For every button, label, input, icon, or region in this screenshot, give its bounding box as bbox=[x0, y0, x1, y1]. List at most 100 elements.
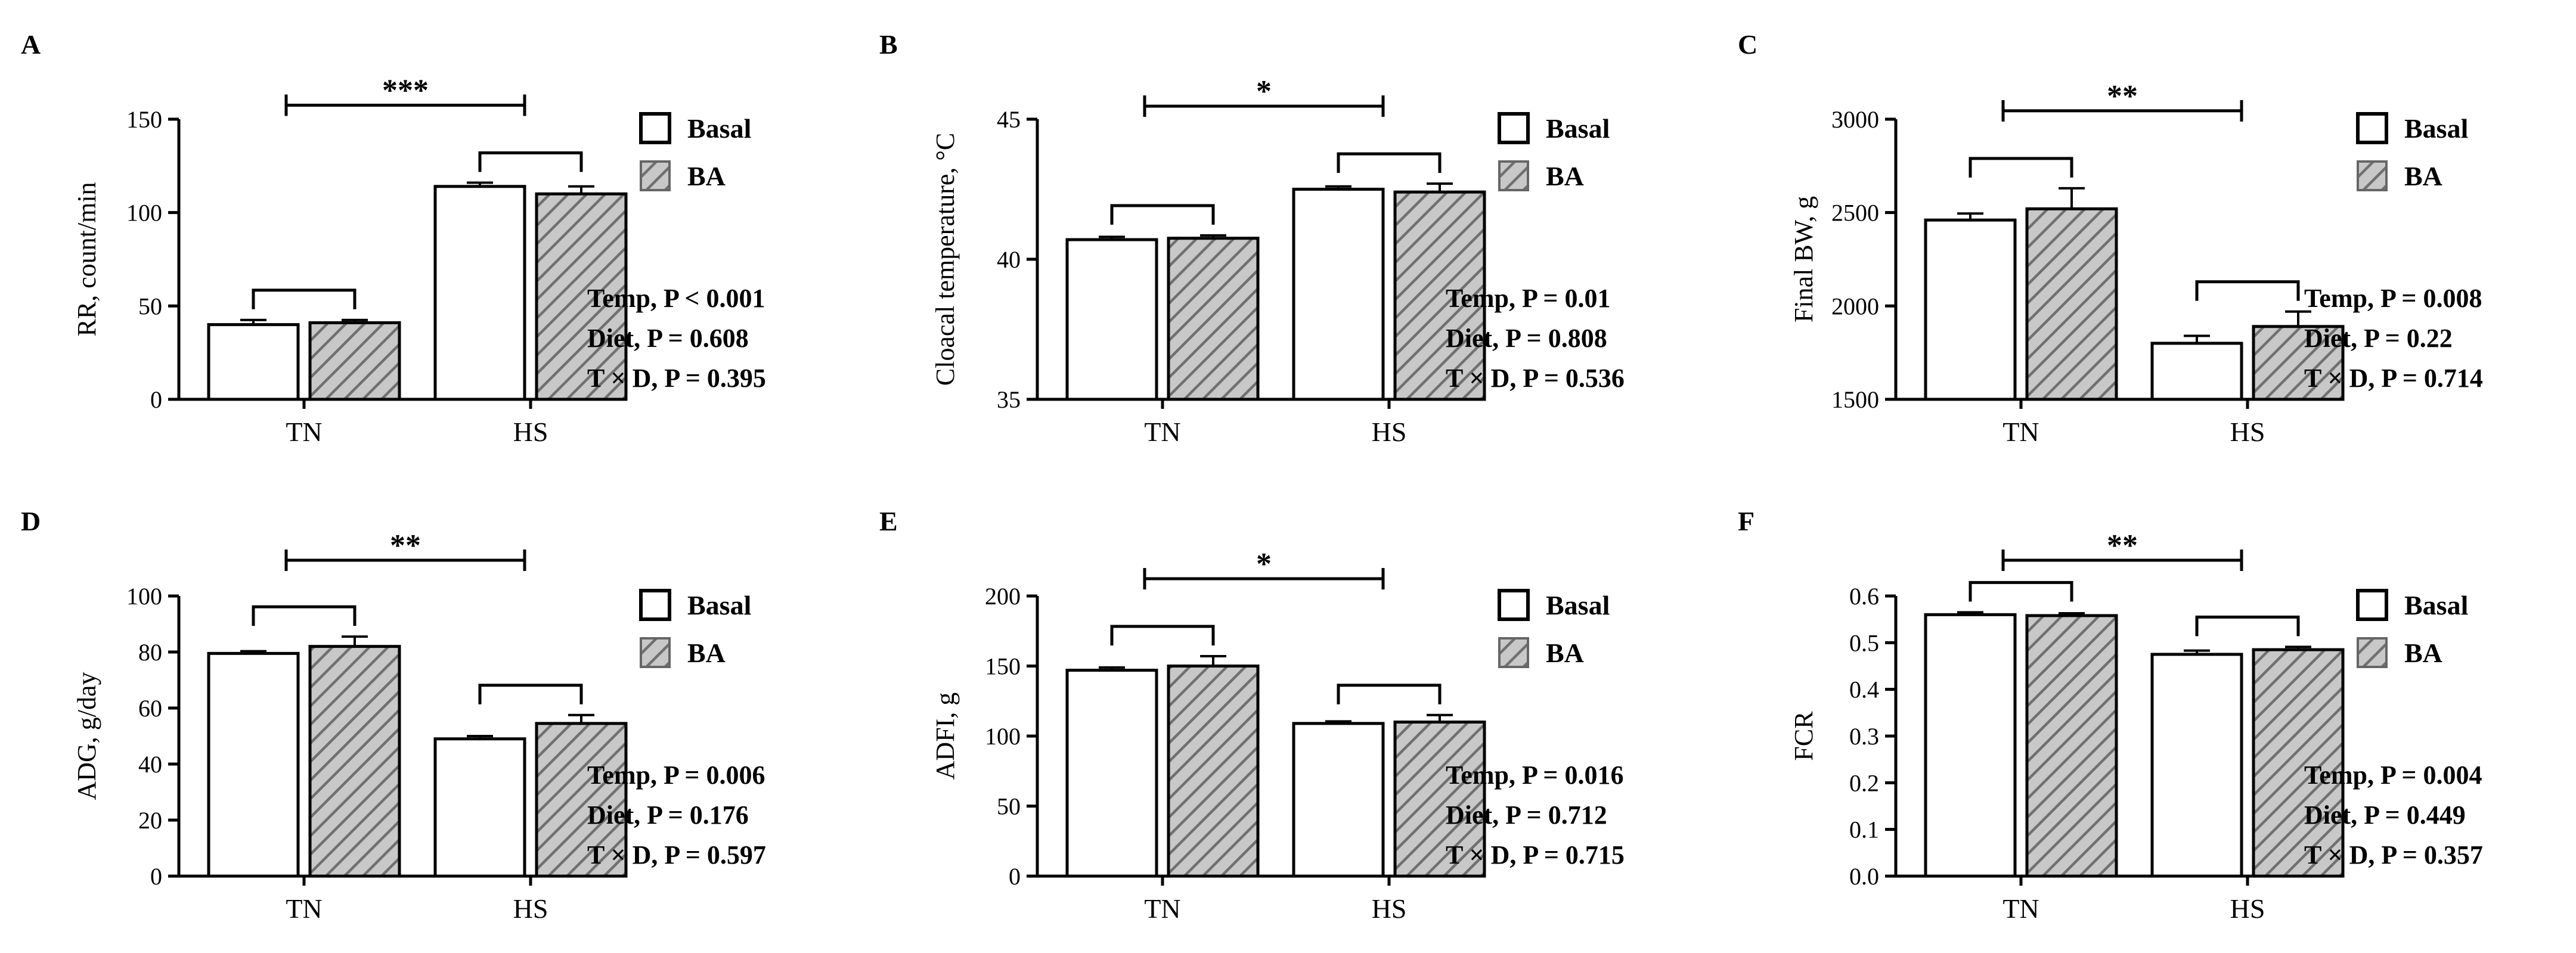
bar-tn-basal bbox=[1924, 613, 2017, 878]
legend-label-basal: Basal bbox=[687, 590, 751, 620]
panel-letter: B bbox=[879, 29, 898, 60]
bar-hs-basal bbox=[2150, 342, 2243, 401]
stat-line: Diet, P = 0.608 bbox=[587, 324, 749, 353]
panel-a: A 0 50 100 150 RR, count/min TN HS *** Basal BA Tem… bbox=[21, 29, 766, 447]
stat-line: T × D, P = 0.395 bbox=[587, 364, 766, 393]
y-axis-label: RR, count/min bbox=[72, 182, 101, 336]
stat-line: Diet, P = 0.712 bbox=[1446, 800, 1607, 830]
bar-hs-ba bbox=[535, 722, 628, 878]
diet-bracket bbox=[2195, 280, 2300, 301]
bar-hs-ba bbox=[535, 192, 628, 401]
bar-tn-ba bbox=[308, 645, 401, 878]
y-tick-label: 0.4 bbox=[1849, 676, 1879, 703]
legend-swatch-basal bbox=[639, 589, 671, 621]
y-axis-label: Final BW, g bbox=[1789, 196, 1818, 322]
y-axis-label: FCR bbox=[1789, 711, 1818, 761]
y-tick-label: 80 bbox=[138, 639, 162, 666]
y-tick-label: 45 bbox=[997, 106, 1021, 133]
y-tick-label: 100 bbox=[126, 583, 162, 610]
y-axis-label: ADFI, g bbox=[931, 693, 960, 780]
bar-hs-basal bbox=[1292, 722, 1385, 878]
bar-tn-ba bbox=[1167, 237, 1260, 401]
y-tick-label: 2000 bbox=[1831, 293, 1879, 319]
legend-label-basal: Basal bbox=[1546, 113, 1610, 144]
legend-label-ba: BA bbox=[2404, 638, 2442, 668]
legend-label-ba: BA bbox=[1546, 638, 1584, 668]
significance-stars: * bbox=[1256, 547, 1272, 581]
bar-hs-basal bbox=[2150, 653, 2243, 878]
diet-bracket bbox=[1110, 625, 1215, 646]
diet-bracket bbox=[1337, 684, 1442, 704]
y-tick-label: 0 bbox=[150, 386, 162, 413]
bar-tn-basal bbox=[1924, 218, 2017, 401]
y-tick-label: 0.2 bbox=[1849, 769, 1879, 796]
stat-line: Temp, P = 0.008 bbox=[2304, 284, 2482, 313]
stat-line: T × D, P = 0.357 bbox=[2304, 840, 2483, 870]
stat-line: Diet, P = 0.176 bbox=[587, 800, 749, 830]
legend-swatch-ba bbox=[640, 637, 671, 668]
stat-line: Diet, P = 0.449 bbox=[2304, 800, 2466, 830]
bar-tn-ba bbox=[308, 321, 401, 401]
y-tick-label: 0.1 bbox=[1849, 817, 1879, 843]
legend-swatch-basal bbox=[1498, 589, 1530, 621]
x-tick-label: HS bbox=[2230, 417, 2265, 447]
y-tick-label: 0 bbox=[150, 863, 162, 890]
legend-label-basal: Basal bbox=[1546, 590, 1610, 620]
y-tick-label: 2500 bbox=[1831, 200, 1879, 226]
panel-e: E 0 50 100 150 200 ADFI, g TN HS * Basal BA Temp, P … bbox=[879, 506, 1625, 924]
legend-swatch-basal bbox=[639, 112, 671, 144]
panel-letter: F bbox=[1738, 506, 1754, 536]
diet-bracket bbox=[252, 605, 357, 626]
panel-d: D 0 20 40 60 80 100 ADG, g/day TN HS ** Basal BA Temp… bbox=[21, 506, 766, 924]
x-tick-label: TN bbox=[1144, 893, 1180, 924]
bar-tn-basal bbox=[1065, 238, 1158, 401]
y-axis-label: ADG, g/day bbox=[72, 672, 101, 800]
x-tick-label: TN bbox=[286, 893, 322, 924]
significance-stars: * bbox=[1256, 74, 1272, 108]
stat-line: Temp, P < 0.001 bbox=[587, 284, 765, 313]
diet-bracket bbox=[478, 684, 583, 704]
panel-c: C 1500 2000 2500 3000 Final BW, g TN HS ** Basal B… bbox=[1738, 29, 2483, 447]
legend-swatch-ba bbox=[2357, 637, 2388, 668]
stat-line: T × D, P = 0.714 bbox=[2304, 364, 2483, 393]
y-axis-label: Cloacal temperature, °C bbox=[931, 133, 960, 386]
stat-line: T × D, P = 0.715 bbox=[1446, 840, 1625, 870]
x-tick-label: TN bbox=[2002, 417, 2039, 447]
y-tick-label: 20 bbox=[138, 807, 162, 834]
y-tick-label: 150 bbox=[126, 106, 162, 133]
legend-swatch-basal bbox=[2356, 589, 2388, 621]
x-tick-label: HS bbox=[1372, 893, 1407, 924]
y-tick-label: 100 bbox=[985, 723, 1021, 750]
diet-bracket bbox=[1969, 157, 2073, 178]
bar-tn-basal bbox=[207, 323, 300, 401]
y-tick-label: 0.3 bbox=[1849, 723, 1879, 750]
x-tick-label: TN bbox=[2002, 893, 2039, 924]
bar-hs-basal bbox=[433, 737, 526, 878]
x-tick-label: TN bbox=[286, 417, 322, 447]
panel-f: F 0.0 0.1 0.2 0.3 0.4 0.5 0.6 FCR TN HS ** Basal BA Te… bbox=[1738, 506, 2483, 924]
y-tick-label: 1500 bbox=[1831, 386, 1879, 413]
bar-hs-basal bbox=[1292, 188, 1385, 401]
bar-tn-ba bbox=[2025, 614, 2118, 878]
bar-hs-ba bbox=[1393, 190, 1486, 401]
stat-line: Temp, P = 0.016 bbox=[1446, 760, 1623, 790]
legend-swatch-basal bbox=[1498, 112, 1530, 144]
y-tick-label: 100 bbox=[126, 200, 162, 226]
stat-line: Diet, P = 0.808 bbox=[1446, 324, 1607, 353]
stat-line: Temp, P = 0.004 bbox=[2304, 760, 2482, 790]
bar-tn-basal bbox=[1065, 669, 1158, 878]
significance-stars: ** bbox=[2107, 79, 2138, 113]
diet-bracket bbox=[1110, 204, 1215, 225]
y-tick-label: 35 bbox=[997, 386, 1021, 413]
significance-stars: ** bbox=[390, 529, 421, 563]
diet-bracket bbox=[478, 151, 583, 172]
panel-b: B 35 40 45 Cloacal temperature, °C TN HS * Basal… bbox=[879, 29, 1625, 447]
diet-bracket bbox=[252, 288, 357, 309]
legend-swatch-ba bbox=[640, 160, 671, 191]
legend-label-ba: BA bbox=[2404, 161, 2442, 191]
y-tick-label: 200 bbox=[985, 583, 1021, 610]
panel-letter: A bbox=[21, 29, 41, 60]
y-tick-label: 50 bbox=[138, 293, 162, 319]
